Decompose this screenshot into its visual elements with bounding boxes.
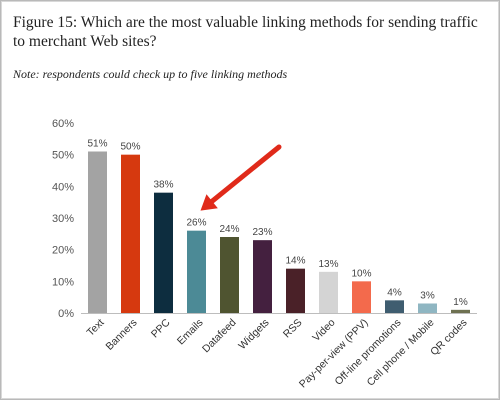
x-tick-label: Datafeed xyxy=(200,317,239,356)
arrow-shaft xyxy=(209,144,282,204)
bars xyxy=(88,151,470,313)
bar-banners xyxy=(121,154,140,313)
x-tick-label: PPC xyxy=(149,316,173,340)
data-label: 14% xyxy=(285,256,305,267)
data-label: 1% xyxy=(453,297,468,308)
data-label: 10% xyxy=(351,268,371,279)
y-tick-label: 60% xyxy=(52,118,74,130)
bar-rss xyxy=(286,268,305,313)
data-label: 38% xyxy=(153,180,173,191)
arrow-head xyxy=(200,194,218,211)
bar-ppc xyxy=(154,192,173,313)
data-label: 24% xyxy=(219,224,239,235)
figure-title: Figure 15: Which are the most valuable l… xyxy=(13,14,478,50)
data-label: 51% xyxy=(87,139,107,150)
bar-pay-per-view-ppv xyxy=(352,281,371,313)
bar-text xyxy=(88,151,107,313)
bar-datafeed xyxy=(220,237,239,313)
y-tick-label: 40% xyxy=(52,181,74,193)
data-label: 4% xyxy=(387,287,402,298)
x-tick-label: Video xyxy=(310,317,337,344)
y-tick-label: 0% xyxy=(58,308,74,320)
annotation-arrow xyxy=(200,144,282,211)
bar-off-line-promotions xyxy=(385,300,404,313)
data-labels: 51% 50% 38% 26% 24% 23% 14% 13% 10% 4% 3% 1% xyxy=(87,139,467,308)
bar-emails xyxy=(187,230,206,313)
figure-note: Note: respondents could check up to five… xyxy=(13,67,288,81)
data-label: 26% xyxy=(186,218,206,229)
y-axis: 0% 10% 20% 30% 40% 50% 60% xyxy=(52,118,74,320)
bar-video xyxy=(319,271,338,313)
x-tick-label: Emails xyxy=(175,317,206,348)
y-tick-label: 30% xyxy=(52,213,74,225)
y-tick-label: 50% xyxy=(52,150,74,162)
x-tick-label: RSS xyxy=(281,317,305,341)
data-label: 3% xyxy=(420,291,435,302)
x-tick-label: Widgets xyxy=(236,317,271,352)
bar-cell-phone-mobile xyxy=(418,303,437,313)
data-label: 23% xyxy=(252,227,272,238)
bar-qr-codes xyxy=(451,309,470,313)
bar-widgets xyxy=(253,240,272,313)
y-tick-label: 10% xyxy=(52,276,74,288)
data-label: 50% xyxy=(120,142,140,153)
y-tick-label: 20% xyxy=(52,245,74,257)
x-tick-label: Text xyxy=(85,317,107,339)
x-tick-label: Banners xyxy=(103,317,139,353)
data-label: 13% xyxy=(318,259,338,270)
